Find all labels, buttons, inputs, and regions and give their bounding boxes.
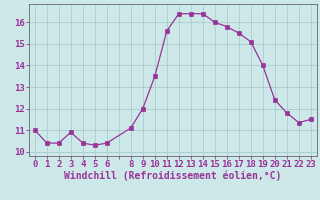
X-axis label: Windchill (Refroidissement éolien,°C): Windchill (Refroidissement éolien,°C) <box>64 171 282 181</box>
